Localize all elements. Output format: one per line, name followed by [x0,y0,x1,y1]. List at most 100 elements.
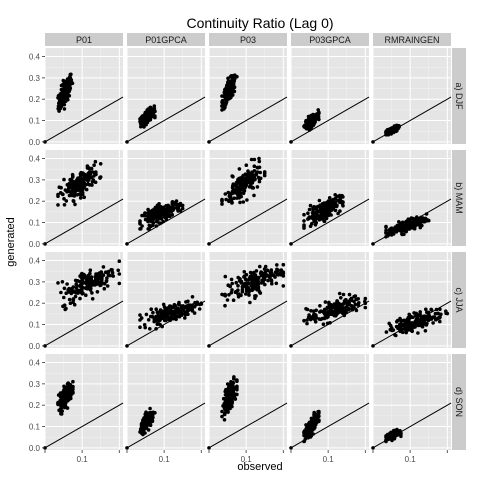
data-point [62,107,67,111]
x-tick-label: 0.1 [323,455,335,464]
data-point [258,170,263,175]
data-point [229,395,233,399]
data-point [334,309,338,313]
data-point [78,196,83,200]
data-point [331,311,336,316]
data-point [59,290,63,295]
data-point [60,391,65,396]
data-point [363,299,367,304]
data-point [308,421,312,425]
data-point [316,108,321,112]
data-point [327,196,332,200]
reference-line [208,198,288,245]
data-point [384,224,388,229]
data-point [56,281,60,285]
data-point [79,171,84,175]
data-point [71,297,76,302]
data-point [275,263,279,267]
data-point [336,211,340,216]
data-point [230,174,234,178]
data-point [402,323,407,328]
data-point [268,270,273,275]
data-point [281,274,286,278]
data-point [252,157,257,162]
data-point [242,284,246,289]
facet-panel [289,150,370,246]
data-point [281,270,286,275]
reference-line [208,300,288,347]
data-point [88,268,93,273]
data-point [302,226,306,230]
data-point [148,327,152,331]
data-point [223,393,228,397]
data-point [73,278,78,283]
data-point [183,316,187,320]
data-point [98,162,103,166]
data-point [220,409,224,414]
data-point [321,215,326,220]
data-point [306,432,310,436]
data-point [269,278,274,282]
data-point [235,392,239,397]
data-point [190,295,195,299]
data-point [259,270,264,275]
panel-background [127,354,205,450]
data-point [347,292,352,297]
data-point [60,401,64,405]
data-point [313,320,318,324]
data-point [240,287,245,292]
data-point [96,274,100,279]
data-point [67,82,72,86]
facet-panel [371,354,452,450]
data-point [152,319,156,324]
data-point [152,104,157,108]
data-point [289,344,293,348]
data-point [125,140,129,144]
data-point [165,214,170,219]
data-point [289,140,293,144]
data-point [244,292,248,296]
facet-panel [207,48,288,144]
data-point [84,281,88,286]
data-point [438,307,442,312]
data-point [239,293,243,298]
data-point [402,326,407,331]
data-point [223,400,228,404]
data-point [125,242,129,246]
data-point [223,292,227,297]
data-point [363,296,368,301]
data-point [409,216,414,220]
column-strip: P01GPCA [127,33,205,46]
data-point [186,312,190,317]
data-point [186,299,190,304]
data-point [278,271,282,276]
data-point [310,423,315,427]
data-point [176,311,180,315]
data-point [80,271,84,276]
data-point [229,197,234,202]
data-point [328,209,332,214]
data-point [228,284,232,289]
data-point [258,264,262,269]
facet-panel [371,150,452,246]
data-point [62,197,66,201]
data-point [325,321,330,326]
data-point [257,159,262,164]
y-tick-label: 0.4 [29,359,41,368]
data-point [56,203,60,207]
data-point [444,309,448,314]
data-point [66,384,71,389]
row-strip-label: a) DJF [454,83,464,111]
data-point [307,427,312,432]
data-point [221,404,225,408]
data-point [421,323,425,328]
data-point [302,439,306,444]
y-axis-label: generated [5,217,17,267]
data-point [71,285,76,289]
data-point [312,217,317,221]
data-point [56,107,60,111]
data-point [139,316,144,320]
data-point [59,409,63,414]
data-point [258,176,263,181]
data-point [384,129,389,133]
